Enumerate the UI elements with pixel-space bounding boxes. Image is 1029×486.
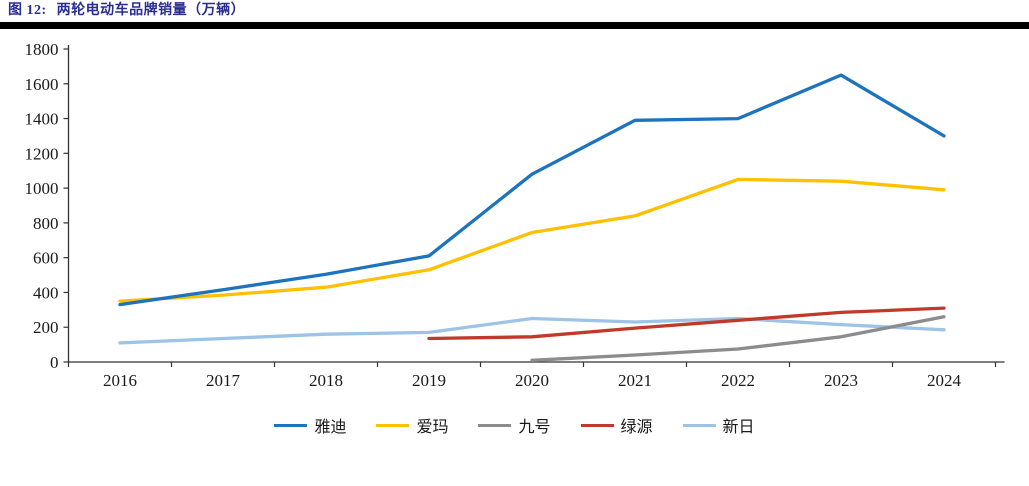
chart-legend: 雅迪 爱玛 九号 绿源 新日 (0, 413, 1029, 437)
y-tick-label: 400 (33, 283, 59, 302)
y-tick-label: 1800 (25, 40, 59, 59)
legend-label-xinri: 新日 (722, 419, 755, 436)
legend-marker-xinri (682, 423, 716, 427)
x-tick-label: 2023 (824, 371, 858, 390)
x-tick-label: 2019 (412, 371, 446, 390)
figure-container: 图 12: 两轮电动车品牌销量（万辆） 0 200 400 600 800 1000 1200… (0, 0, 1029, 437)
legend-label-yadi: 雅迪 (314, 419, 347, 436)
y-tick-label: 0 (50, 353, 59, 372)
y-tick-label: 1000 (25, 179, 59, 198)
legend-marker-aima (376, 423, 410, 427)
y-tick-label: 1600 (25, 75, 59, 94)
series-line-yadi (118, 73, 946, 307)
x-tick-label: 2021 (618, 371, 652, 390)
x-tick-label: 2024 (927, 371, 962, 390)
legend-item-xinri: 新日 (682, 413, 755, 437)
legend-marker-yadi (274, 423, 308, 427)
x-tick-label: 2016 (103, 371, 137, 390)
legend-label-aima: 爱玛 (416, 419, 449, 436)
series-line-jiuhao (530, 315, 946, 362)
legend-marker-lvyuan (580, 423, 614, 427)
figure-title-text: 两轮电动车品牌销量（万辆） (56, 3, 246, 18)
series-line-aima (118, 177, 946, 303)
legend-item-aima: 爱玛 (376, 413, 448, 437)
x-tick-label: 2020 (515, 371, 549, 390)
sales-line-chart: 0 200 400 600 800 1000 1200 1400 1600 1800 2016 201… (25, 40, 1005, 390)
x-tick-label: 2022 (721, 371, 755, 390)
y-tick-label: 800 (33, 214, 59, 233)
figure-header: 图 12: 两轮电动车品牌销量（万辆） (0, 0, 1029, 22)
legend-label-lvyuan: 绿源 (620, 419, 653, 436)
y-tick-label: 1200 (25, 144, 59, 163)
legend-label-jiuhao: 九号 (518, 419, 551, 436)
header-divider-bar (0, 22, 1029, 29)
x-tick-label: 2017 (206, 371, 241, 390)
legend-item-jiuhao: 九号 (478, 413, 551, 437)
x-tick-label: 2018 (309, 371, 343, 390)
y-tick-label: 600 (33, 249, 59, 268)
figure-label: 图 12: (8, 3, 47, 18)
legend-item-yadi: 雅迪 (274, 413, 346, 437)
y-tick-label: 1400 (25, 110, 59, 129)
y-tick-label: 200 (33, 318, 59, 337)
series-line-xinri (118, 316, 946, 345)
legend-item-lvyuan: 绿源 (580, 413, 653, 437)
chart-area: 0 200 400 600 800 1000 1200 1400 1600 1800 2016 201… (0, 29, 1029, 404)
series-line-lvyuan (427, 306, 946, 341)
legend-marker-jiuhao (478, 423, 512, 427)
